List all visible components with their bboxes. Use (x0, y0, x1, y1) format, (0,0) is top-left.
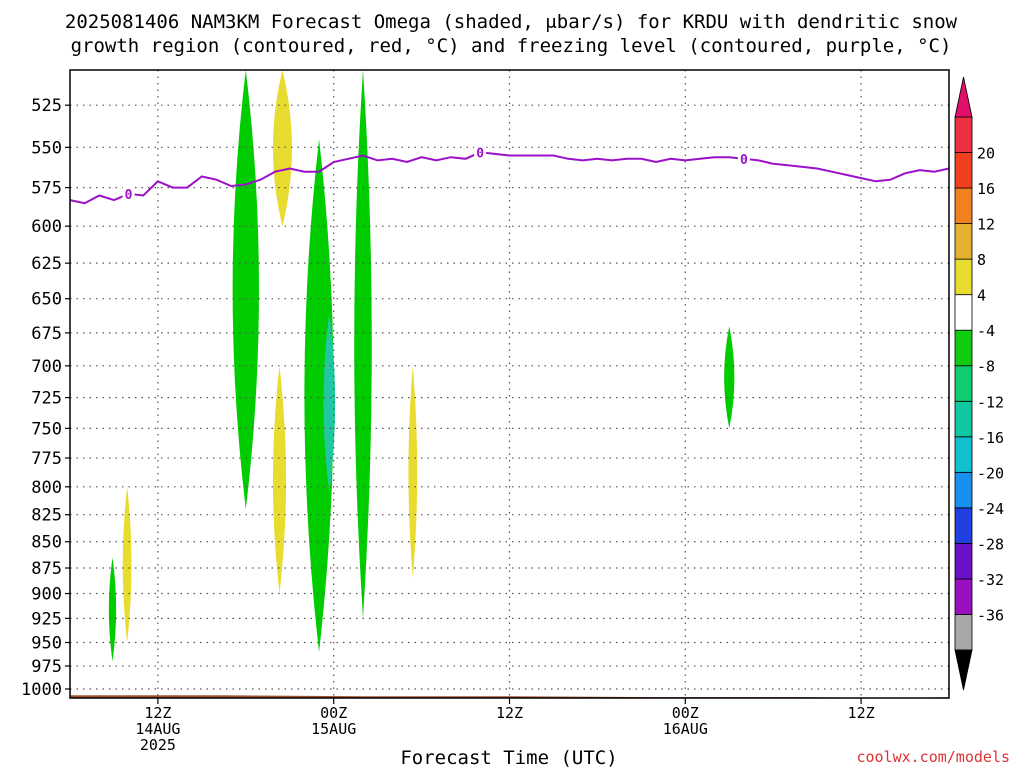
colorbar-swatch (954, 152, 973, 189)
colorbar-swatch (954, 436, 973, 473)
x-tick-label: 15AUG (311, 720, 356, 738)
y-tick-label: 800 (31, 478, 62, 498)
contour-label-bg (122, 185, 135, 201)
colorbar-swatch (954, 365, 973, 402)
colorbar-swatch (954, 507, 973, 544)
y-tick-label: 1000 (21, 680, 62, 700)
y-tick-label: 750 (31, 419, 62, 439)
x-tick-label: 14AUG (135, 720, 180, 738)
upward-omega-3 (354, 70, 372, 619)
y-tick-label: 675 (31, 324, 62, 344)
plot-area: 0 0 0 (69, 69, 950, 699)
colorbar-swatch (954, 578, 973, 615)
colorbar-under-arrow (954, 649, 973, 691)
colorbar-swatch (954, 116, 973, 153)
colorbar-tick-label: 12 (977, 216, 995, 234)
colorbar-swatch (954, 400, 973, 438)
y-tick-label: 825 (31, 506, 62, 526)
colorbar-swatch (954, 329, 973, 367)
colorbar-swatch (954, 223, 973, 260)
y-tick-label: 975 (31, 657, 62, 677)
x-tick-label: 12Z (848, 704, 875, 722)
y-tick-label: 650 (31, 290, 62, 310)
y-tick-label: 875 (31, 559, 62, 579)
y-tick-label: 550 (31, 138, 62, 158)
contour-label-bg (474, 144, 487, 160)
x-tick-label: 12Z (144, 704, 171, 722)
colorbar-tick-label: -12 (977, 393, 1004, 411)
omega-features (108, 70, 735, 662)
colorbar: -36 -32 -28 -24 -20 -16 -12 -8 -4 4 8 12 16 20 (954, 76, 1004, 691)
y-tick-label: 725 (31, 389, 62, 409)
downward-omega-1 (272, 70, 292, 227)
x-tick-label: 16AUG (663, 720, 708, 738)
colorbar-swatch (954, 614, 973, 651)
colorbar-swatch (954, 187, 973, 224)
upward-omega-6 (323, 312, 336, 493)
downward-omega-2 (272, 365, 287, 594)
colorbar-tick-label: -24 (977, 500, 1004, 518)
upward-omega-2 (304, 139, 334, 652)
freezing-level-line (69, 151, 950, 205)
colorbar-tick-label: -4 (977, 322, 995, 340)
colorbar-tick-label: 20 (977, 145, 995, 163)
freezing-level-contour: 0 0 0 (69, 144, 950, 205)
freezing-level-label: 0 (740, 153, 748, 168)
colorbar-over-arrow (954, 76, 973, 118)
colorbar-tick-label: -20 (977, 464, 1004, 482)
y-tick-label: 575 (31, 179, 62, 199)
y-tick-label: 950 (31, 634, 62, 654)
upward-omega-1 (232, 70, 259, 510)
x-tick-label: 00Z (320, 704, 347, 722)
colorbar-swatch (954, 258, 973, 296)
downward-omega-4 (122, 486, 132, 643)
y-tick-label: 625 (31, 254, 62, 274)
colorbar-tick-label: -8 (977, 358, 995, 376)
x-tick-label: 12Z (496, 704, 523, 722)
y-tick-label: 525 (31, 96, 62, 116)
x-tick-label: 00Z (672, 704, 699, 722)
freezing-level-label: 0 (125, 188, 133, 203)
y-tick-label: 700 (31, 357, 62, 377)
colorbar-swatch (954, 543, 973, 580)
colorbar-tick-label: -32 (977, 571, 1004, 589)
chart-title-line-2: growth region (contoured, red, °C) and f… (71, 35, 952, 57)
contour-label-bg (737, 150, 750, 166)
colorbar-swatch (954, 471, 973, 509)
colorbar-tick-label: -36 (977, 606, 1004, 624)
x-tick-label: 2025 (140, 736, 176, 754)
y-tick-label: 900 (31, 585, 62, 605)
upward-omega-5 (724, 326, 735, 429)
downward-omega-3 (408, 365, 418, 579)
colorbar-tick-label: 4 (977, 287, 986, 305)
y-tick-label: 600 (31, 217, 62, 237)
chart-title-line-1: 2025081406 NAM3KM Forecast Omega (shaded… (65, 11, 958, 33)
x-axis-label: Forecast Time (UTC) (400, 747, 617, 768)
colorbar-tick-label: -28 (977, 535, 1004, 553)
y-tick-label: 775 (31, 449, 62, 469)
upward-omega-4 (108, 557, 117, 662)
colorbar-tick-label: 16 (977, 180, 995, 198)
y-tick-label: 850 (31, 533, 62, 553)
freezing-level-label: 0 (476, 146, 484, 161)
grid-lines (70, 70, 949, 698)
y-tick-label: 925 (31, 609, 62, 629)
colorbar-swatch (954, 294, 973, 331)
y-axis: 1000 975 950 925 900 875 850 825 800 775 750 725 700… (21, 96, 70, 700)
colorbar-tick-label: 8 (977, 251, 986, 269)
credit-text: coolwx.com/models (856, 748, 1010, 766)
colorbar-tick-label: -16 (977, 429, 1004, 447)
